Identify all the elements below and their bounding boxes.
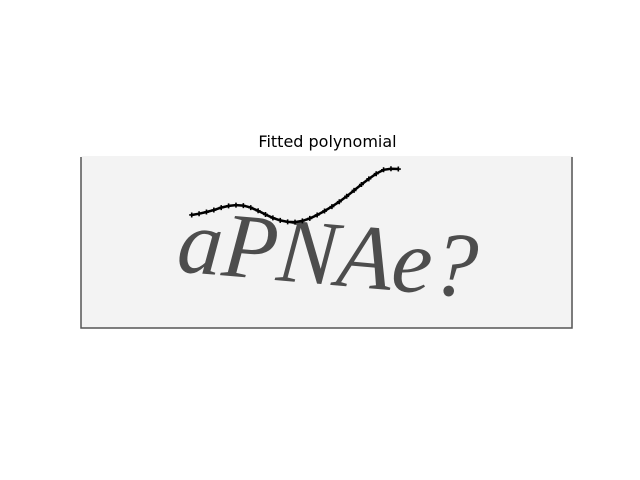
data-point — [189, 212, 195, 218]
data-point — [351, 187, 357, 193]
plot-title: Fitted polynomial — [258, 132, 397, 151]
image-edge-shadow — [80, 157, 573, 329]
data-point — [218, 205, 224, 211]
data-point — [226, 203, 232, 209]
data-point — [373, 171, 379, 177]
data-point — [307, 215, 313, 221]
data-point — [395, 166, 401, 172]
captcha-image: aPNAe? — [80, 156, 573, 329]
data-point — [388, 166, 394, 172]
fitted-curve-layer — [189, 166, 401, 225]
data-point — [263, 211, 268, 217]
image-background — [81, 156, 573, 328]
data-point — [329, 204, 335, 210]
data-point — [366, 176, 372, 182]
data-point — [233, 202, 239, 208]
data-point — [358, 182, 364, 188]
data-point — [285, 219, 291, 225]
data-point — [240, 203, 246, 209]
data-point — [270, 215, 276, 221]
data-point — [255, 208, 261, 214]
data-point — [344, 193, 350, 199]
data-point — [299, 218, 305, 224]
data-point — [203, 209, 209, 215]
data-point — [211, 207, 217, 213]
data-point — [196, 211, 202, 217]
data-point — [292, 219, 298, 225]
data-point — [314, 212, 320, 218]
data-point — [277, 217, 283, 223]
data-point — [322, 208, 328, 214]
data-point — [248, 205, 254, 211]
data-point — [381, 167, 387, 173]
data-point — [336, 199, 342, 205]
